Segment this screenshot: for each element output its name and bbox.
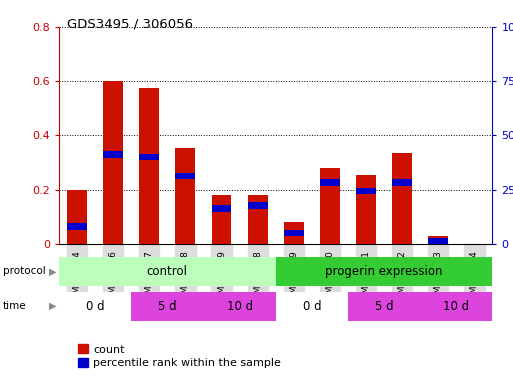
- Bar: [428, 236, 448, 244]
- Bar: [320, 179, 340, 186]
- Bar: [175, 173, 195, 179]
- Text: 10 d: 10 d: [227, 300, 253, 313]
- Text: GDS3495 / 306056: GDS3495 / 306056: [67, 17, 193, 30]
- Bar: [392, 153, 412, 244]
- Text: 10 d: 10 d: [443, 300, 469, 313]
- Bar: [140, 88, 159, 244]
- Bar: [140, 154, 159, 161]
- Bar: [103, 151, 123, 158]
- Bar: [59, 257, 275, 286]
- Bar: [67, 190, 87, 244]
- Text: 5 d: 5 d: [158, 300, 176, 313]
- Legend: count, percentile rank within the sample: count, percentile rank within the sample: [73, 339, 286, 373]
- Bar: [275, 257, 492, 286]
- Text: 0 d: 0 d: [303, 300, 321, 313]
- Bar: [392, 179, 412, 186]
- Bar: [67, 223, 87, 230]
- Bar: [103, 81, 123, 244]
- Bar: [320, 168, 340, 244]
- Bar: [212, 195, 231, 244]
- Bar: [248, 202, 268, 209]
- Bar: [131, 292, 204, 321]
- Bar: [356, 175, 376, 244]
- Text: ▶: ▶: [49, 301, 56, 311]
- Text: 0 d: 0 d: [86, 300, 105, 313]
- Bar: [204, 292, 275, 321]
- Text: time: time: [3, 301, 26, 311]
- Text: 5 d: 5 d: [375, 300, 393, 313]
- Bar: [212, 205, 231, 212]
- Bar: [59, 292, 131, 321]
- Text: control: control: [147, 265, 188, 278]
- Bar: [284, 222, 304, 244]
- Bar: [248, 195, 268, 244]
- Bar: [420, 292, 492, 321]
- Bar: [348, 292, 420, 321]
- Text: ▶: ▶: [49, 266, 56, 276]
- Text: protocol: protocol: [3, 266, 45, 276]
- Text: progerin expression: progerin expression: [325, 265, 443, 278]
- Bar: [428, 238, 448, 245]
- Bar: [284, 230, 304, 237]
- Bar: [356, 187, 376, 194]
- Bar: [275, 292, 348, 321]
- Bar: [175, 147, 195, 244]
